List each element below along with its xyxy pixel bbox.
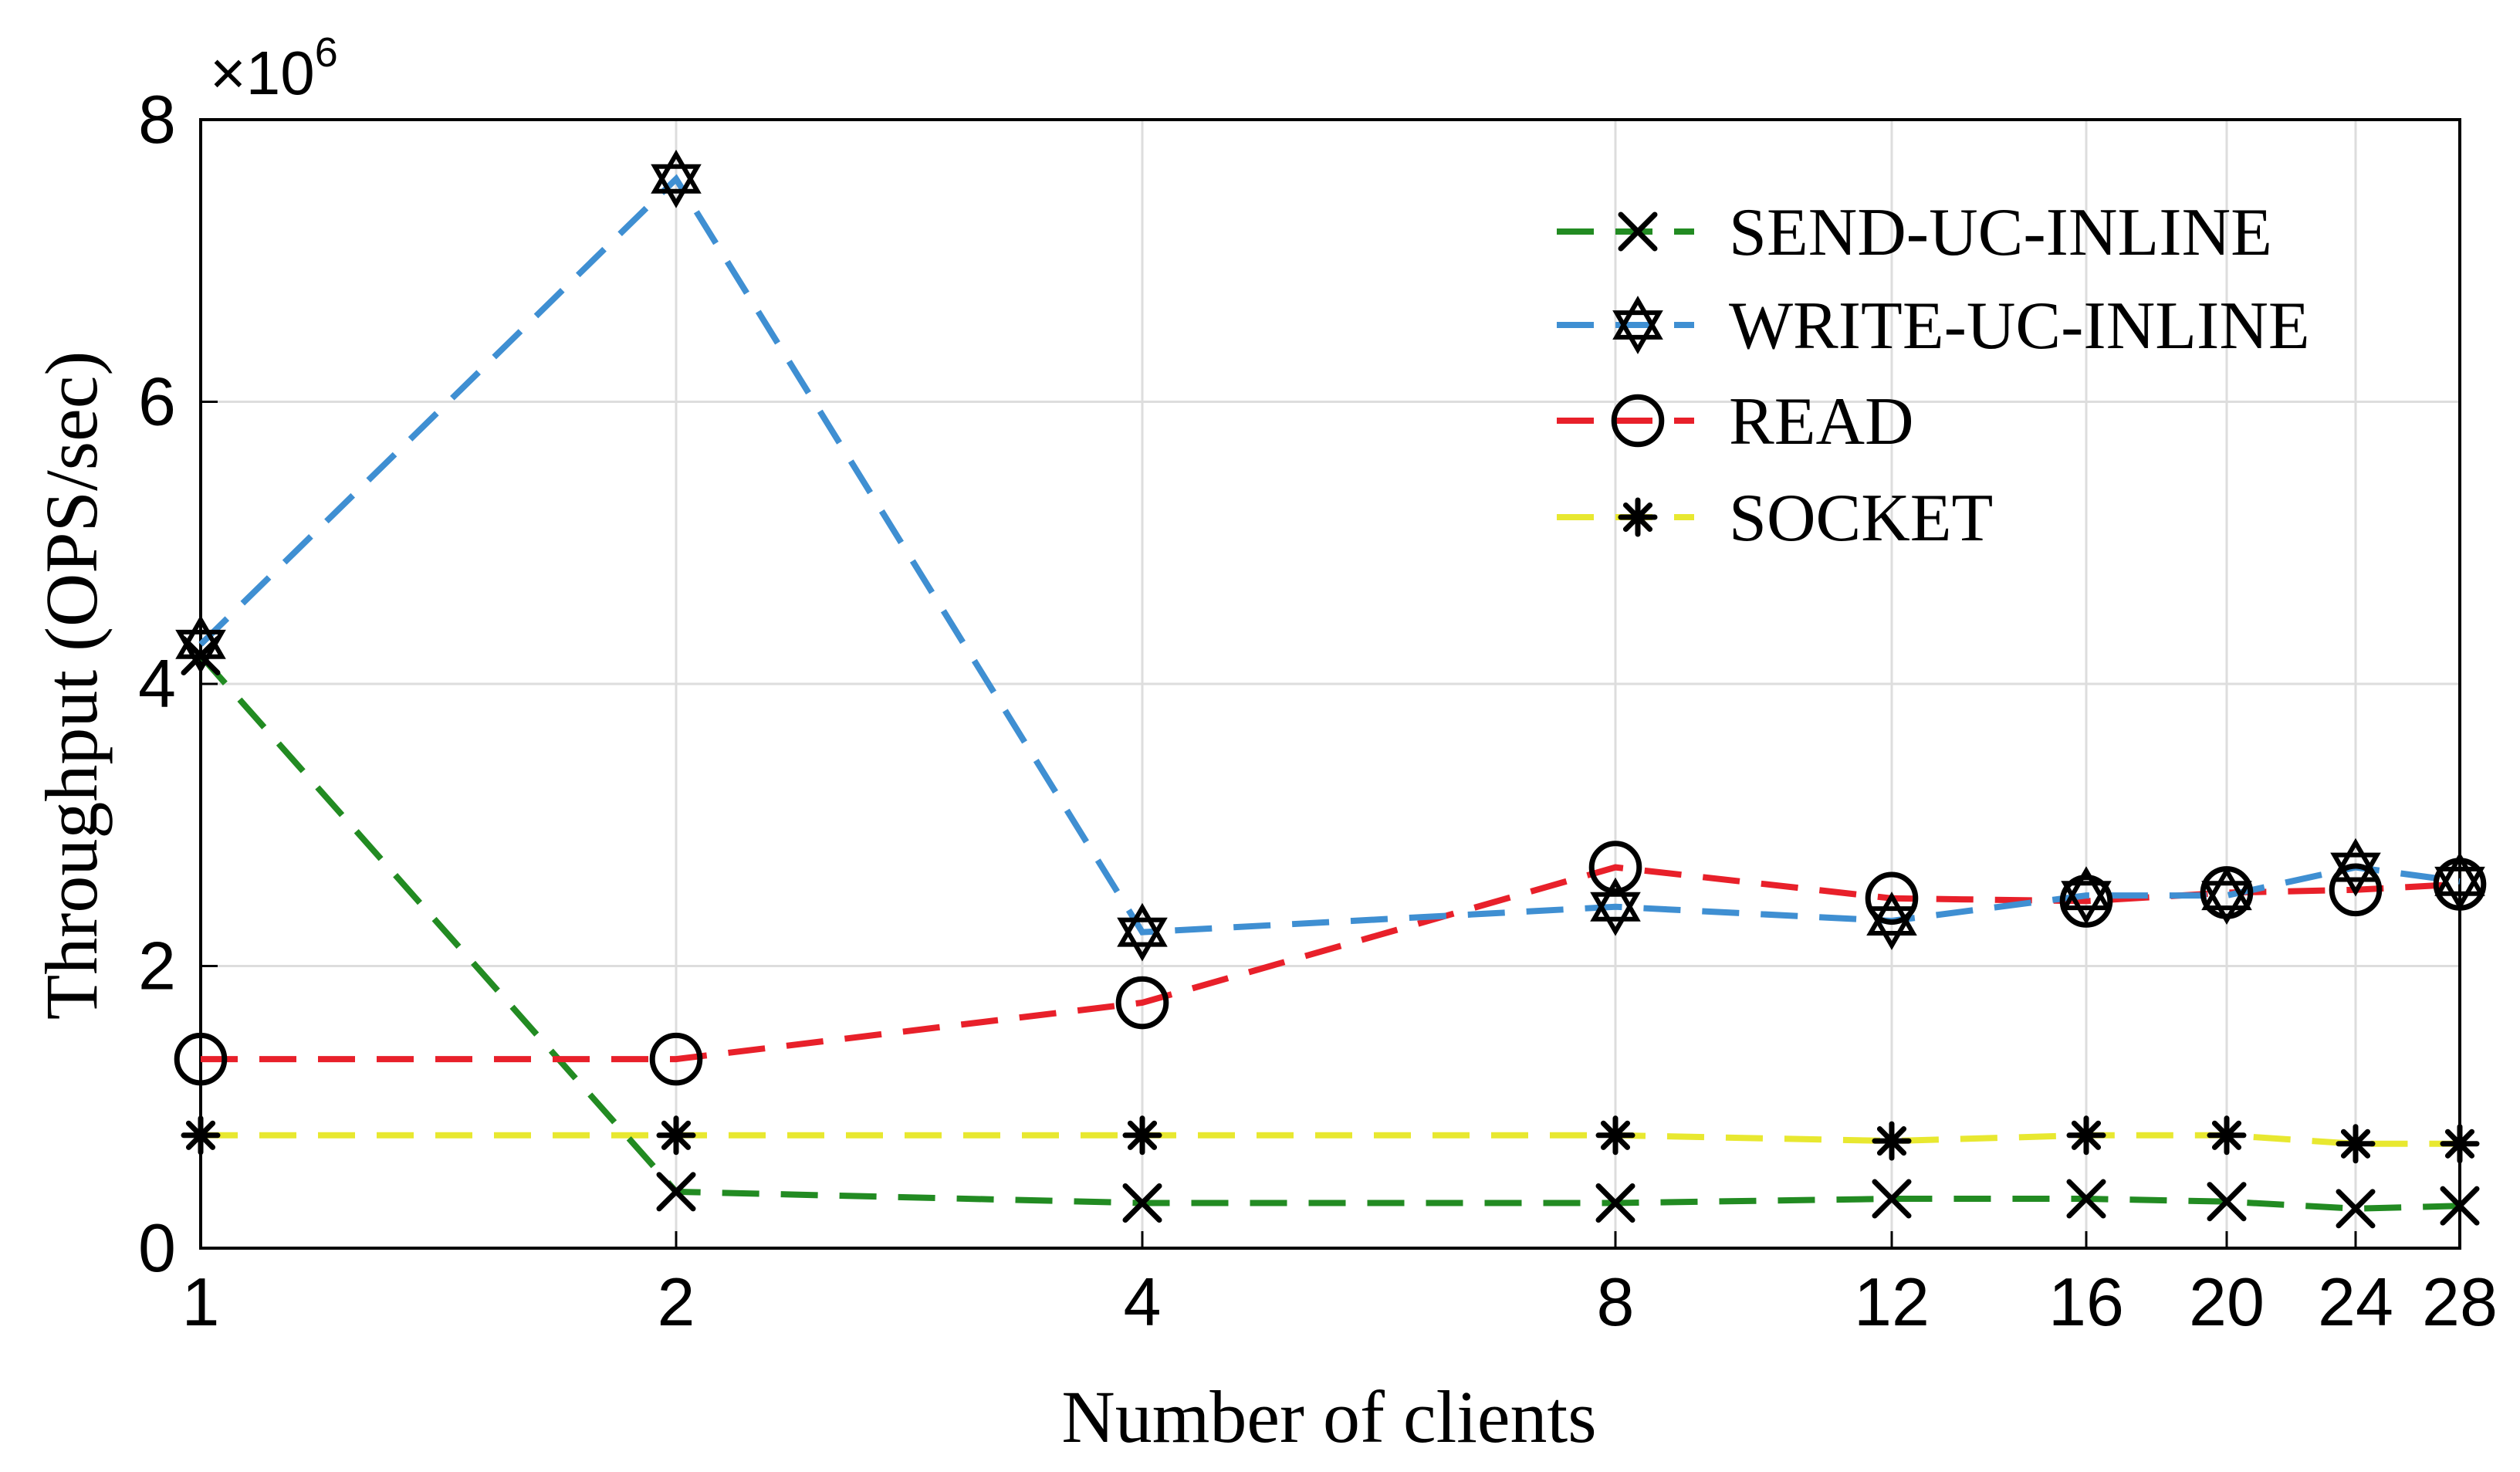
y-tick-label: 6 xyxy=(138,364,176,440)
hexagram-marker xyxy=(2201,866,2252,925)
series-points-send-uc-inline xyxy=(181,635,2480,1229)
y-tick-label: 8 xyxy=(138,81,176,157)
circle-marker xyxy=(2059,875,2113,928)
x-marker xyxy=(1595,1183,1635,1223)
hexagram-marker xyxy=(1866,892,1917,950)
x-marker xyxy=(1872,1179,1912,1219)
x-marker xyxy=(2336,1189,2376,1229)
hexagram-marker xyxy=(2330,838,2381,897)
x-tick-label: 4 xyxy=(1124,1264,1162,1340)
y-multiplier-exponent: 6 xyxy=(315,29,338,76)
asterisk-marker xyxy=(2440,1124,2480,1164)
legend-label: SEND-UC-INLINE xyxy=(1729,195,2272,270)
x-tick-label: 2 xyxy=(658,1264,695,1340)
circle-marker xyxy=(1611,394,1665,448)
grid-lines xyxy=(201,120,2460,1248)
x-tick-label: 24 xyxy=(2318,1264,2393,1340)
asterisk-marker xyxy=(1595,1115,1635,1156)
circle-marker xyxy=(649,1032,703,1086)
x-tick-label: 16 xyxy=(2048,1264,2124,1340)
asterisk-marker xyxy=(2066,1115,2106,1156)
legend-label: READ xyxy=(1729,384,1914,459)
y-axis-ticks: 0 2 4 6 8 xyxy=(138,81,218,1286)
x-tick-label: 12 xyxy=(1854,1264,1930,1340)
hexagram-marker xyxy=(2061,866,2112,925)
asterisk-marker xyxy=(1872,1121,1912,1161)
x-marker xyxy=(1122,1183,1162,1223)
y-axis-multiplier: ×106 xyxy=(210,29,338,107)
x-marker xyxy=(2440,1186,2480,1226)
hexagram-marker xyxy=(1590,877,1641,936)
hexagram-marker xyxy=(651,149,702,208)
x-tick-label: 1 xyxy=(182,1264,220,1340)
legend-item-write-uc-inline: WRITE-UC-INLINE xyxy=(1557,289,2310,364)
series-points-write-uc-inline xyxy=(175,149,2485,962)
x-axis-title: Number of clients xyxy=(1061,1376,1596,1458)
series-markers xyxy=(174,149,2487,1229)
legend-label: SOCKET xyxy=(1729,481,1993,556)
series-line-socket xyxy=(201,1132,2460,1147)
hexagram-marker xyxy=(2434,851,2485,911)
circle-marker xyxy=(1865,871,1919,925)
x-tick-label: 8 xyxy=(1597,1264,1635,1340)
series-points-read xyxy=(174,841,2487,1086)
y-multiplier-base: ×10 xyxy=(210,39,315,107)
legend: SEND-UC-INLINE WRITE-UC-INLINE READ SOCKET xyxy=(1557,195,2310,556)
asterisk-marker xyxy=(2336,1124,2376,1164)
hexagram-marker xyxy=(1612,296,1663,354)
series-points-socket xyxy=(181,1115,2480,1164)
legend-item-socket: SOCKET xyxy=(1557,481,1993,556)
asterisk-marker xyxy=(2207,1115,2247,1156)
series-line-send-uc-inline xyxy=(198,653,2461,1212)
legend-item-send-uc-inline: SEND-UC-INLINE xyxy=(1557,195,2272,270)
x-marker xyxy=(656,1172,696,1212)
y-tick-label: 2 xyxy=(138,928,176,1004)
circle-marker xyxy=(1588,841,1642,894)
legend-label: WRITE-UC-INLINE xyxy=(1729,289,2310,364)
asterisk-marker xyxy=(181,1115,221,1156)
circle-marker xyxy=(174,1032,228,1086)
x-marker xyxy=(2207,1182,2247,1222)
asterisk-marker xyxy=(1122,1115,1162,1156)
y-tick-label: 4 xyxy=(138,645,176,722)
circle-marker xyxy=(1115,976,1169,1030)
hexagram-marker xyxy=(175,614,226,674)
x-axis-ticks: 1 2 4 8 12 16 20 24 28 xyxy=(182,1231,2498,1340)
y-axis-title: Throughput (OPS/sec) xyxy=(30,351,113,1020)
x-marker xyxy=(1618,211,1658,252)
x-tick-label: 20 xyxy=(2189,1264,2265,1340)
asterisk-marker xyxy=(656,1115,696,1156)
x-marker xyxy=(2066,1179,2106,1219)
asterisk-marker xyxy=(1618,497,1658,537)
y-tick-label: 0 xyxy=(138,1210,176,1286)
legend-item-read: READ xyxy=(1557,384,1914,459)
x-tick-label: 28 xyxy=(2422,1264,2498,1340)
circle-marker xyxy=(2329,863,2383,917)
hexagram-marker xyxy=(1117,902,1168,962)
